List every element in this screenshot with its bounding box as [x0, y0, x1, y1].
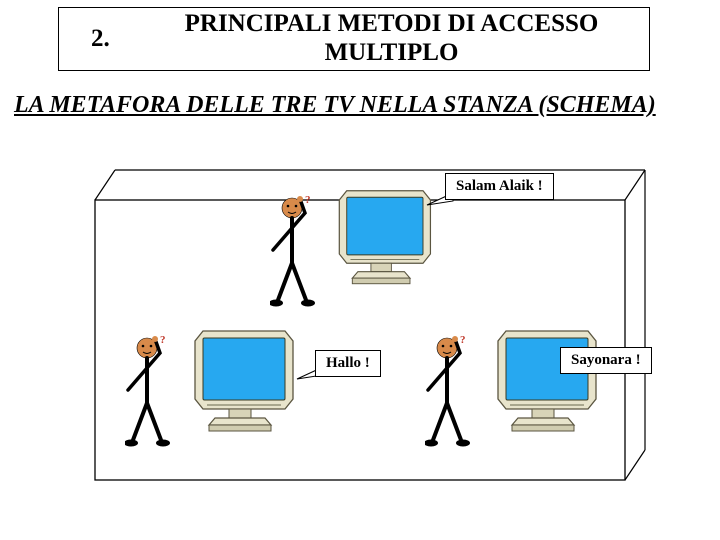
- speech-bubble-top: Salam Alaik !: [445, 173, 554, 200]
- title-line1: PRINCIPALI METODI DI ACCESSO: [185, 10, 599, 37]
- monitor-right: [488, 327, 598, 440]
- svg-text:?: ?: [160, 335, 166, 346]
- crt-monitor-icon: [185, 327, 295, 435]
- speech-bubble-mid: Hallo !: [315, 350, 381, 377]
- subtitle: LA METAFORA DELLE TRE TV NELLA STANZA (S…: [14, 92, 656, 119]
- monitor-left: [185, 327, 295, 440]
- stick-figure-icon: ?: [125, 335, 185, 450]
- title-line2: MULTIPLO: [325, 39, 459, 66]
- stick-figure-icon: ?: [270, 195, 330, 310]
- crt-monitor-icon: [330, 187, 432, 287]
- crt-monitor-icon: [488, 327, 598, 435]
- monitor-top: [330, 187, 432, 292]
- speech-bubble-right: Sayonara !: [560, 347, 652, 374]
- svg-text:?: ?: [305, 195, 311, 206]
- svg-text:?: ?: [460, 335, 466, 346]
- room-diagram: ? Salam Alaik ! ?: [90, 145, 645, 485]
- figure-right: ?: [425, 335, 485, 455]
- figure-top: ?: [270, 195, 330, 315]
- title-box: 2. PRINCIPALI METODI DI ACCESSO MULTIPLO: [58, 7, 650, 71]
- stick-figure-icon: ?: [425, 335, 485, 450]
- figure-left: ?: [125, 335, 185, 455]
- title-number: 2.: [59, 25, 164, 53]
- title-text: PRINCIPALI METODI DI ACCESSO MULTIPLO: [164, 10, 649, 68]
